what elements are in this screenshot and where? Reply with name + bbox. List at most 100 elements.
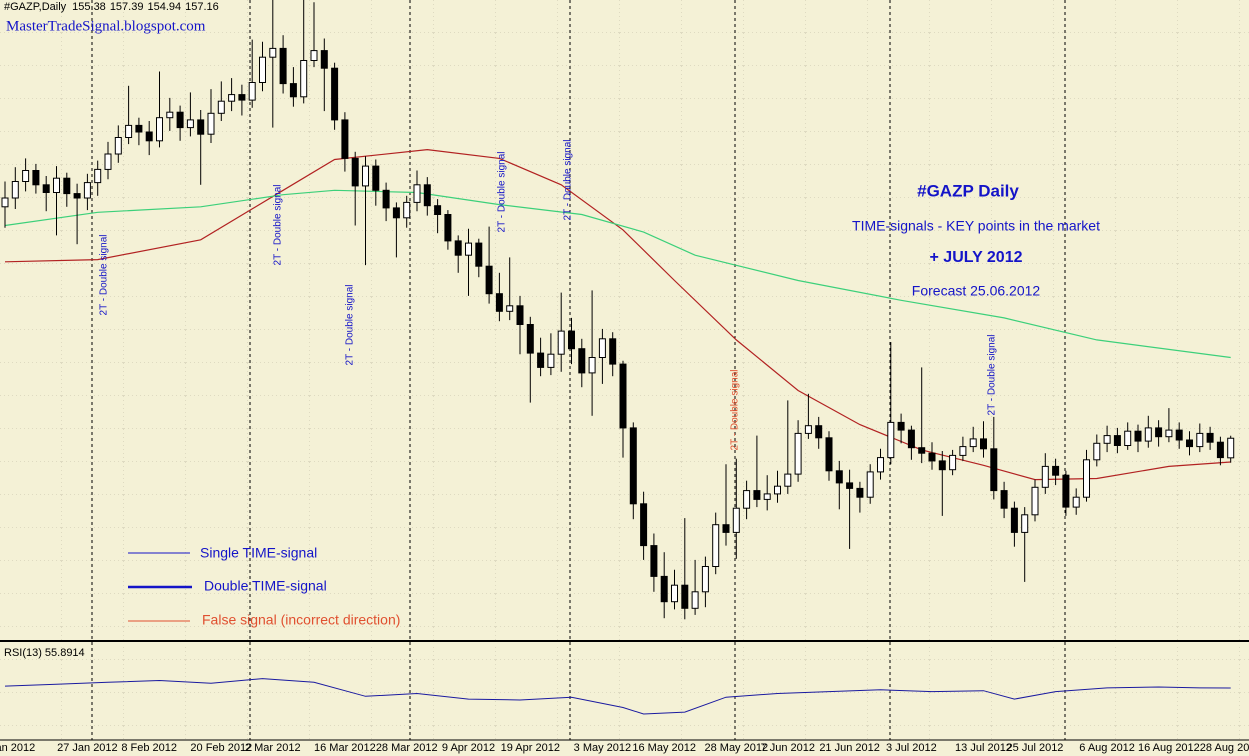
candle-body <box>959 446 967 456</box>
candle-body <box>197 119 205 135</box>
candle-body <box>804 425 812 434</box>
candle-body <box>1124 430 1132 447</box>
candle-body <box>897 421 905 431</box>
candle-body <box>63 177 71 195</box>
candle-body <box>289 83 297 98</box>
subtitle: TIME-signals - KEY points in the market <box>852 218 1100 234</box>
candle-body <box>1010 507 1018 533</box>
candle-body <box>619 363 627 429</box>
candle-body <box>32 170 40 186</box>
candle-body <box>1155 427 1163 438</box>
candle-body <box>403 201 411 219</box>
x-tick-label: 6 Aug 2012 <box>1079 742 1135 754</box>
x-tick-label: 19 Apr 2012 <box>501 742 560 754</box>
candle-body <box>794 432 802 475</box>
candle-body <box>475 242 483 267</box>
candle-body <box>186 119 194 129</box>
candle-body <box>506 305 514 312</box>
candle-body <box>22 170 30 182</box>
candle-body <box>248 82 256 101</box>
candle-body <box>156 117 163 142</box>
candle-body <box>1041 465 1049 488</box>
candle-body <box>681 584 689 609</box>
legend-item: False signal (incorrect direction) <box>202 612 400 628</box>
rsi-value: 55.8914 <box>45 647 85 659</box>
candle-body <box>1186 439 1193 448</box>
candle-body <box>310 50 318 61</box>
x-tick-label: 28 Mar 2012 <box>376 742 438 754</box>
x-tick-label: 16 Mar 2012 <box>314 742 376 754</box>
candle-body <box>537 352 545 368</box>
signal-label: 2T - Double signal <box>497 152 508 233</box>
candle-body <box>557 330 565 355</box>
candle-body <box>382 189 390 209</box>
candle-body <box>135 124 143 133</box>
candle-body <box>928 452 936 462</box>
x-tick-label: 20 Feb 2012 <box>190 742 252 754</box>
rsi-line <box>4 678 1231 715</box>
candle-body <box>392 207 400 219</box>
candle-body <box>73 193 81 199</box>
candle-body <box>413 184 421 203</box>
candle-body <box>217 100 225 114</box>
candle-body <box>434 205 442 215</box>
legend-item: Single TIME-signal <box>200 545 317 561</box>
candle-body <box>763 493 771 500</box>
candle-body <box>11 181 19 199</box>
candle-body <box>753 490 761 500</box>
x-tick-label: 2 Mar 2012 <box>245 742 301 754</box>
candle-body <box>825 437 833 472</box>
candle-body <box>269 47 277 58</box>
candle-body <box>1103 435 1111 444</box>
candle-body <box>938 460 946 471</box>
candle-body <box>1021 514 1029 533</box>
candle-body <box>228 94 236 102</box>
x-tick-label: 27 Jan 2012 <box>57 742 118 754</box>
open: 155.38 <box>72 1 106 13</box>
candle-body <box>722 524 730 533</box>
candle-body <box>42 184 50 194</box>
candle-body <box>640 503 648 547</box>
x-tick-label: 16 May 2012 <box>632 742 696 754</box>
candle-body <box>114 137 122 155</box>
rsi-label: RSI(13) 55.8914 <box>4 647 85 659</box>
candle-body <box>598 338 606 358</box>
candle-body <box>949 454 957 471</box>
period: + JULY 2012 <box>930 249 1023 266</box>
candle-body <box>94 168 102 184</box>
candle-body <box>671 584 678 603</box>
candle-body <box>495 293 503 312</box>
candle-body <box>259 56 266 83</box>
candle-body <box>1175 429 1183 441</box>
candle-body <box>650 545 658 577</box>
candle-body <box>1093 442 1101 461</box>
candle-body <box>372 165 380 191</box>
x-tick-label: 21 Jun 2012 <box>819 742 880 754</box>
x-tick-label: 3 May 2012 <box>574 742 631 754</box>
candle-body <box>341 119 349 159</box>
title: #GAZP Daily <box>917 181 1019 200</box>
candle-body <box>907 429 915 449</box>
candle-body <box>1000 490 1008 509</box>
candle-body <box>1206 432 1214 443</box>
forecast: Forecast 25.06.2012 <box>912 283 1041 299</box>
candle-body <box>691 591 699 609</box>
candle-body <box>1 197 9 208</box>
candle-body <box>856 487 864 498</box>
candle-body <box>279 47 287 85</box>
candle-body <box>1216 441 1224 459</box>
x-tick-label: 17 Jan 2012 <box>0 742 35 754</box>
candle-body <box>331 67 339 121</box>
candle-body <box>485 265 493 295</box>
x-tick-label: 16 Aug 2012 <box>1138 742 1200 754</box>
signal-label: 2T - Double signal <box>730 370 741 451</box>
candle-body <box>547 353 555 368</box>
signal-label: 2T - Double signal <box>273 185 284 266</box>
x-tick-label: 9 Apr 2012 <box>442 742 495 754</box>
x-tick-label: 7 Jun 2012 <box>761 742 815 754</box>
candle-body <box>1062 474 1070 508</box>
candle-body <box>83 182 91 199</box>
candle-body <box>166 111 174 119</box>
x-tick-label: 13 Jul 2012 <box>955 742 1012 754</box>
